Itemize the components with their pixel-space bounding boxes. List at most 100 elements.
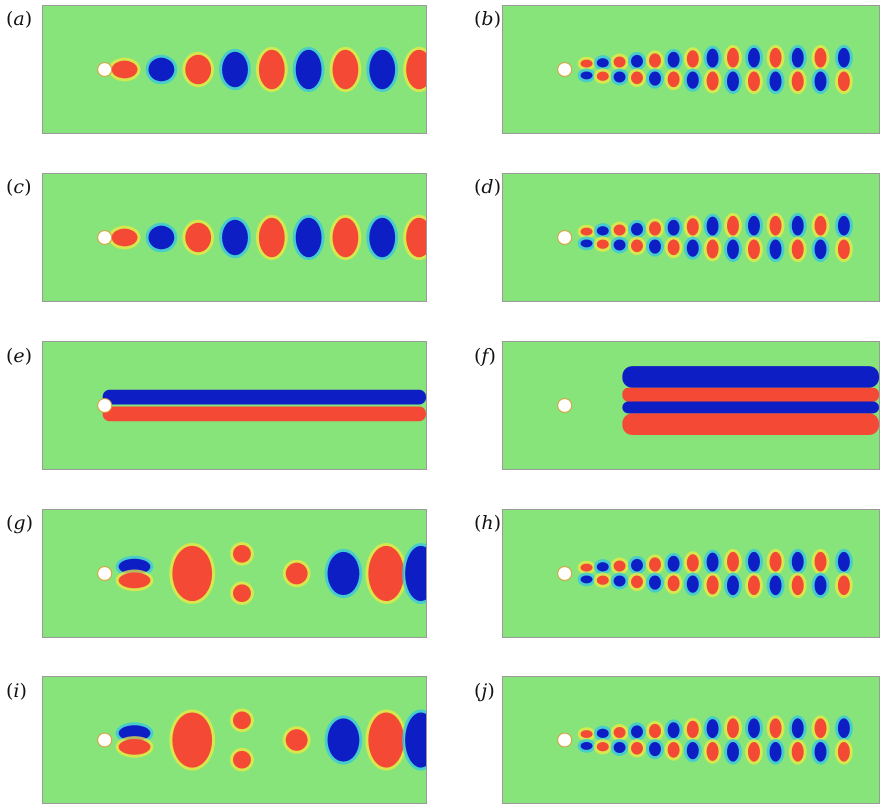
vortex-upper: [814, 718, 827, 739]
panel-label-e: (e): [6, 345, 33, 367]
vorticity-field-j: [557, 715, 853, 765]
vortex-lower: [791, 239, 804, 260]
vortex: [258, 217, 285, 258]
vortex-lower: [596, 239, 609, 249]
panel-a: [42, 5, 427, 134]
vortex-upper: [706, 552, 719, 572]
vortex-lower: [580, 575, 593, 584]
vortex-upper: [706, 48, 719, 68]
panel-e: [42, 341, 427, 470]
vortex-upper: [649, 53, 661, 68]
vortex-upper: [727, 718, 739, 739]
vortex-upper: [791, 215, 804, 236]
vortex-lower: [596, 741, 609, 752]
vortex: [405, 712, 426, 768]
vortex: [185, 222, 212, 253]
vortex-lower: [727, 239, 739, 260]
panel-f: [502, 341, 880, 470]
vortex-lower: [747, 575, 760, 596]
vortex-lower: [667, 575, 680, 592]
vortex-lower: [596, 71, 609, 81]
vortex-lower: [613, 71, 626, 83]
vortex-upper: [747, 47, 760, 68]
vortex: [118, 558, 151, 575]
vortex-upper: [667, 722, 680, 739]
cylinder: [557, 732, 573, 748]
vortex: [233, 750, 251, 769]
panel-h: [502, 509, 880, 638]
vortex: [258, 49, 285, 90]
vortex-lower: [706, 71, 719, 91]
vortex-lower: [769, 71, 782, 92]
panel-label-j: (j): [474, 680, 495, 702]
vortex-upper: [580, 227, 593, 236]
vortex: [369, 49, 396, 90]
outer-layer-upper: [622, 366, 879, 388]
vortex-upper: [596, 226, 609, 236]
vortex-lower: [667, 741, 680, 758]
panel-g: [42, 509, 427, 638]
vortex: [172, 712, 213, 768]
vortex-upper: [837, 551, 850, 572]
vortex-upper: [769, 215, 782, 236]
vortex-upper: [769, 718, 782, 739]
vorticity-field-e: [97, 389, 426, 422]
vortex: [327, 551, 360, 596]
vortex-upper: [686, 554, 699, 572]
panel-label-c: (c): [6, 176, 32, 198]
vortex: [233, 584, 251, 603]
vortex-lower: [649, 575, 661, 590]
vorticity-field-h: [557, 548, 853, 599]
vortex-upper: [747, 718, 760, 739]
vortex-lower: [747, 239, 760, 260]
vortex: [332, 49, 359, 90]
vortex: [285, 562, 308, 585]
vortex-lower: [667, 71, 680, 88]
vortex-lower: [814, 71, 827, 92]
panel-b: [502, 5, 880, 134]
vortex-upper: [613, 224, 626, 236]
vortex-lower: [769, 741, 782, 762]
vortex: [172, 545, 213, 602]
vortex: [233, 711, 251, 730]
vortex-lower: [727, 71, 739, 92]
vortex-lower: [814, 741, 827, 762]
vortex: [111, 228, 138, 247]
vortex: [327, 718, 360, 762]
vortex-upper: [580, 59, 593, 68]
vortex-upper: [580, 730, 593, 739]
vortex: [185, 54, 212, 85]
inner-layer-upper: [622, 387, 879, 402]
vortex-lower: [814, 239, 827, 260]
vortex: [222, 219, 248, 256]
cylinder: [557, 230, 573, 245]
vortex-upper: [769, 551, 782, 572]
vortex-upper: [814, 215, 827, 236]
vortex: [118, 739, 151, 755]
vortex-lower: [631, 239, 643, 253]
vortex-upper: [667, 219, 680, 236]
vortex: [295, 217, 322, 258]
vortex-lower: [747, 741, 760, 762]
panel-label-a: (a): [6, 8, 33, 30]
vortex-lower: [791, 575, 804, 596]
vortex-lower: [747, 71, 760, 92]
vortex-lower: [837, 575, 850, 596]
panel-j: [502, 676, 880, 804]
panel-d: [502, 173, 880, 302]
vortex-lower: [791, 741, 804, 762]
cylinder: [97, 62, 113, 77]
vorticity-field-a: [97, 46, 426, 93]
vortex-upper: [613, 727, 626, 739]
cylinder: [97, 732, 113, 748]
panel-label-b: (b): [474, 8, 502, 30]
vortex-upper: [791, 47, 804, 68]
vortex-upper: [596, 562, 609, 572]
vortex-lower: [649, 741, 661, 757]
vortex: [233, 544, 251, 563]
cylinder: [97, 398, 113, 413]
vortex-lower: [837, 71, 850, 92]
vortex-lower: [613, 575, 626, 587]
vorticity-field-f: [557, 366, 879, 436]
cylinder: [557, 398, 573, 413]
